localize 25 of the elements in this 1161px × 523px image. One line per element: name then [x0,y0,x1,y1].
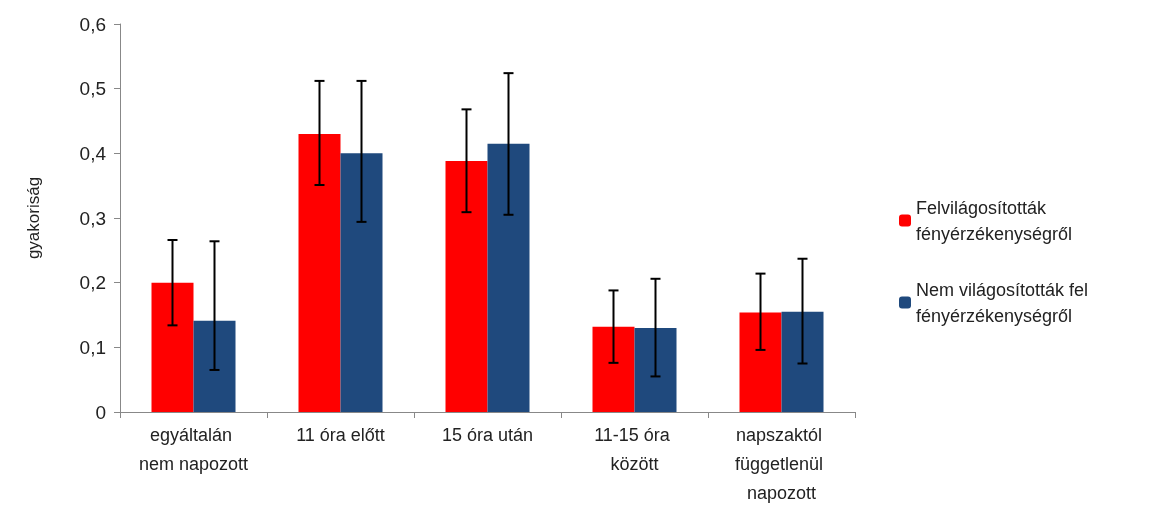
y-tick-label: 0,1 [79,336,106,358]
bar [151,282,194,412]
x-tick-label: 15 óra után [441,424,534,445]
y-tick-label: 0,6 [79,13,106,35]
bar [739,312,782,412]
bar [634,327,677,412]
x-tick-label: 11 óra előtt [296,424,385,445]
bar [445,161,488,412]
y-tick-label: 0,3 [79,207,106,229]
bar [298,133,341,412]
bar [340,153,383,412]
x-tick-label: 11-15 óra között [594,424,675,474]
bar [781,311,824,412]
y-tick-label: 0 [95,401,106,423]
bar [487,143,530,412]
x-tick-label: egyáltalán nem napozott [138,424,249,474]
x-tick-label: napszaktól függetlenül napozott [734,424,829,503]
y-tick-label: 0,5 [79,78,106,100]
y-tick-label: 0,4 [79,142,107,164]
bar [193,320,236,412]
bar [592,326,635,412]
y-tick-label: 0,2 [79,272,106,294]
legend-label: Nem világosították fel fényérzékenységről [916,279,1094,326]
legend-label: Felvilágosították fényérzékenységről [916,197,1073,244]
y-axis-title: gyakoriság [24,176,43,260]
